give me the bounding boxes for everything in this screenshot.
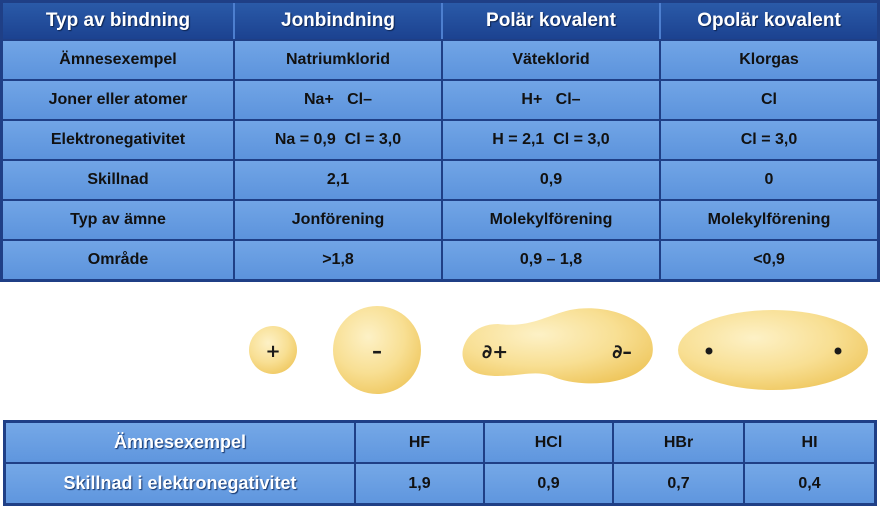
table-cell: Cl = 3,0 — [661, 119, 877, 159]
table-row: Skillnad 2,1 0,9 0 — [3, 159, 877, 199]
polar-positive-symbol: ∂+ — [482, 341, 508, 363]
bonding-types-table: Typ av bindning Jonbindning Polär kovale… — [0, 0, 880, 282]
table-cell: H+ Cl– — [443, 79, 661, 119]
row-label: Område — [3, 239, 235, 279]
table-cell: 0,9 — [443, 159, 661, 199]
table-row: Område >1,8 0,9 – 1,8 <0,9 — [3, 239, 877, 279]
table-row: Ämnesexempel Natriumklorid Väteklorid Kl… — [3, 39, 877, 79]
nonpolar-molecule — [678, 310, 868, 390]
table-row: Elektronegativitet Na = 0,9 Cl = 3,0 H =… — [3, 119, 877, 159]
polar-negative-symbol: ∂– — [612, 341, 632, 363]
table-row: Joner eller atomer Na+ Cl– H+ Cl– Cl — [3, 79, 877, 119]
nucleus-dot-left — [705, 347, 713, 355]
table-cell: Jonförening — [235, 199, 443, 239]
table-cell: Cl — [661, 79, 877, 119]
row-label: Ämnesexempel — [6, 423, 357, 462]
table-cell: HF — [356, 423, 485, 462]
table-cell: 0,9 – 1,8 — [443, 239, 661, 279]
table-cell: Molekylförening — [661, 199, 877, 239]
table-cell: HCl — [485, 423, 615, 462]
table-row: Typ av ämne Jonförening Molekylförening … — [3, 199, 877, 239]
table-header-row: Typ av bindning Jonbindning Polär kovale… — [3, 3, 877, 39]
table-cell: 0,9 — [485, 462, 615, 503]
row-label: Typ av ämne — [3, 199, 235, 239]
table-cell: 1,9 — [356, 462, 485, 503]
nucleus-dot-right — [834, 347, 842, 355]
table-cell: 0 — [661, 159, 877, 199]
row-label: Skillnad i elektronegativitet — [6, 462, 357, 503]
table-cell: Na+ Cl– — [235, 79, 443, 119]
header-cell: Jonbindning — [235, 3, 443, 39]
table-cell: HBr — [614, 423, 746, 462]
table-cell: 0,7 — [614, 462, 746, 503]
header-cell: Polär kovalent — [443, 3, 661, 39]
table-cell: 2,1 — [235, 159, 443, 199]
positive-ion: + — [249, 326, 297, 374]
hydrogen-halides-table: Ämnesexempel HF HCl HBr HI Skillnad i el… — [3, 420, 877, 506]
positive-ion-symbol: + — [265, 341, 280, 362]
table-cell: H = 2,1 Cl = 3,0 — [443, 119, 661, 159]
table-cell: 0,4 — [745, 462, 874, 503]
header-cell: Opolär kovalent — [661, 3, 877, 39]
negative-ion: – — [333, 306, 421, 394]
polar-molecule: ∂+ ∂– — [462, 308, 653, 384]
header-cell: Typ av bindning — [3, 3, 235, 39]
row-label: Skillnad — [3, 159, 235, 199]
table-cell: Na = 0,9 Cl = 3,0 — [235, 119, 443, 159]
table-row: Skillnad i elektronegativitet 1,9 0,9 0,… — [6, 462, 874, 503]
row-label: Ämnesexempel — [3, 39, 235, 79]
table-cell: >1,8 — [235, 239, 443, 279]
table-cell: Molekylförening — [443, 199, 661, 239]
row-label: Elektronegativitet — [3, 119, 235, 159]
table-cell: HI — [745, 423, 874, 462]
bond-illustration: + – ∂+ ∂– — [249, 306, 868, 394]
table-cell: Natriumklorid — [235, 39, 443, 79]
negative-ion-symbol: – — [372, 339, 382, 363]
table-cell: Väteklorid — [443, 39, 661, 79]
row-label: Joner eller atomer — [3, 79, 235, 119]
table-row: Ämnesexempel HF HCl HBr HI — [6, 423, 874, 462]
table-cell: <0,9 — [661, 239, 877, 279]
table-cell: Klorgas — [661, 39, 877, 79]
